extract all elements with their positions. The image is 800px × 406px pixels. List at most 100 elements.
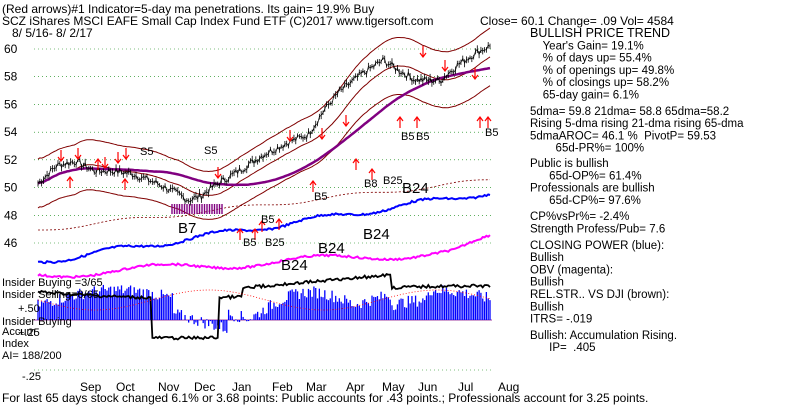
signal-label: B24 xyxy=(402,180,429,197)
insider-buying-label-2: Insider Buying xyxy=(2,316,72,328)
sell-arrow-head xyxy=(214,173,222,179)
signal-label: B5 xyxy=(401,131,414,143)
stats-line: OBV (magenta): xyxy=(530,264,613,276)
month-label: Oct xyxy=(116,380,135,394)
y-tick-label: 56 xyxy=(4,97,18,111)
buy-arrow-head xyxy=(309,180,317,186)
sell-arrow-head xyxy=(101,163,109,169)
sell-arrow-head xyxy=(471,74,479,80)
header-title-line: SCZ iShares MSCI EAFE Small Cap Index Fu… xyxy=(2,14,433,28)
accum-label: Accum xyxy=(2,326,36,338)
signal-label: B24 xyxy=(318,240,345,257)
sell-arrow-head xyxy=(74,154,82,160)
upper-band-line xyxy=(37,27,491,173)
buy-arrow-head xyxy=(275,218,283,224)
indicator-line xyxy=(37,272,491,341)
y-axis: 60 58 56 54 52 50 48 46 xyxy=(4,42,18,250)
month-label: Aug xyxy=(498,380,519,394)
accum-plus50-label: +.50 xyxy=(18,303,40,315)
buy-arrow-head xyxy=(368,168,376,174)
month-label: Feb xyxy=(272,380,293,394)
buy-arrow-head xyxy=(476,116,484,122)
month-label: Mar xyxy=(306,380,327,394)
month-label: May xyxy=(382,380,405,394)
header-indicator-line: (Red arrows)#1 Indicator=5-day ma penetr… xyxy=(2,2,374,16)
stats-line: 65-day gain= 6.1% xyxy=(530,90,639,102)
stats-line: Bullish xyxy=(530,277,564,289)
stats-line: % of closings up= 58.2% xyxy=(530,77,669,89)
signal-labels: S5 S5 B7 B5 B5 B25 B5 B8 B25 B24 B24 B24… xyxy=(140,127,498,274)
stats-line: % of openings up= 49.8% xyxy=(530,65,674,77)
obv-line xyxy=(37,234,491,279)
month-label: Sep xyxy=(80,380,102,394)
signal-label: B7 xyxy=(178,220,196,237)
buy-arrow-head xyxy=(236,228,244,234)
stats-line: BULLISH PRICE TREND xyxy=(530,26,670,40)
stats-line: CP%vsPr%= -2.4% xyxy=(530,211,629,223)
signal-label: B25 xyxy=(265,237,285,249)
sell-arrow-head xyxy=(419,52,427,58)
signal-label: B24 xyxy=(281,257,308,274)
buy-arrow-head xyxy=(251,228,259,234)
signal-label: B24 xyxy=(363,226,390,243)
buy-arrow-head xyxy=(66,176,74,182)
grid xyxy=(34,48,492,371)
month-label: Jul xyxy=(458,380,473,394)
buy-arrow-head xyxy=(258,220,266,226)
insider-labels: Insider Buying =3/65 Insider Selling=0/6… xyxy=(2,277,103,383)
buy-arrow-head xyxy=(94,158,102,164)
sell-arrow-head xyxy=(114,158,122,164)
stats-panel: BULLISH PRICE TREND Year's Gain= 19.1% %… xyxy=(530,26,744,354)
signal-label: B5 xyxy=(314,191,327,203)
ma21-line xyxy=(37,56,491,196)
stats-line: 65d-OP%= 61.4% xyxy=(530,170,642,182)
buy-arrow-head xyxy=(352,158,360,164)
accum-plus25-label: +.25 xyxy=(18,327,40,339)
ai-label: AI= 188/200 xyxy=(2,350,62,362)
month-label: Apr xyxy=(346,380,365,394)
stats-line: 5dmaAROC= 46.1 % PivotP= 59.53 xyxy=(530,130,716,142)
sell-arrow-head xyxy=(318,134,326,140)
lower-band-line xyxy=(37,85,491,220)
rel-strength-line xyxy=(38,179,490,231)
y-tick-label: 50 xyxy=(4,181,18,195)
footer-summary: For last 65 days stock changed 6.1% or 3… xyxy=(2,391,648,405)
signal-label: S5 xyxy=(140,146,153,158)
signal-label: B5 xyxy=(485,127,498,139)
sell-arrow-head xyxy=(122,154,130,160)
month-label: Jun xyxy=(418,380,437,394)
stats-line: Rising 5-dma rising 21-dma rising 65-dma xyxy=(530,118,744,130)
y-tick-label: 58 xyxy=(4,70,18,84)
month-label: Dec xyxy=(194,380,215,394)
signal-label: S5 xyxy=(204,145,217,157)
buy-arrow-head xyxy=(484,116,492,122)
buy-arrow-head xyxy=(121,178,129,184)
indicator-ma-line xyxy=(37,289,491,311)
index-label: Index xyxy=(2,338,29,350)
price-line xyxy=(37,44,491,203)
y-tick-label: 46 xyxy=(4,236,18,250)
buy-arrow-head xyxy=(396,116,404,122)
y-tick-label: 54 xyxy=(4,125,18,139)
signal-label: B5 xyxy=(416,131,429,143)
y-tick-label: 60 xyxy=(4,42,18,56)
sell-arrow-head xyxy=(441,66,449,72)
month-label: Nov xyxy=(158,380,179,394)
sell-arrow-head xyxy=(57,156,65,162)
stats-line: Bullish: Accumulation Rising. xyxy=(530,330,677,342)
insider-buying-label: Insider Buying =3/65 xyxy=(2,277,103,289)
y-tick-label: 48 xyxy=(4,208,18,222)
buy-arrow-head xyxy=(413,116,421,122)
sell-arrow-head xyxy=(286,136,294,142)
month-label: Jan xyxy=(232,380,251,394)
indicator-panel xyxy=(37,272,491,341)
stats-line: Bullish xyxy=(530,252,564,264)
signal-label: B5 xyxy=(243,237,256,249)
insider-selling-label: Insider Selling=0/65 xyxy=(2,289,99,301)
stats-line: Bullish xyxy=(530,301,564,313)
stats-line: IP= .405 xyxy=(530,342,596,354)
stats-line: 5dma= 59.8 21dma= 58.8 65dma=58.2 xyxy=(530,106,729,118)
closing-power-line xyxy=(37,193,491,265)
stats-line: Year's Gain= 19.1% xyxy=(530,40,644,52)
